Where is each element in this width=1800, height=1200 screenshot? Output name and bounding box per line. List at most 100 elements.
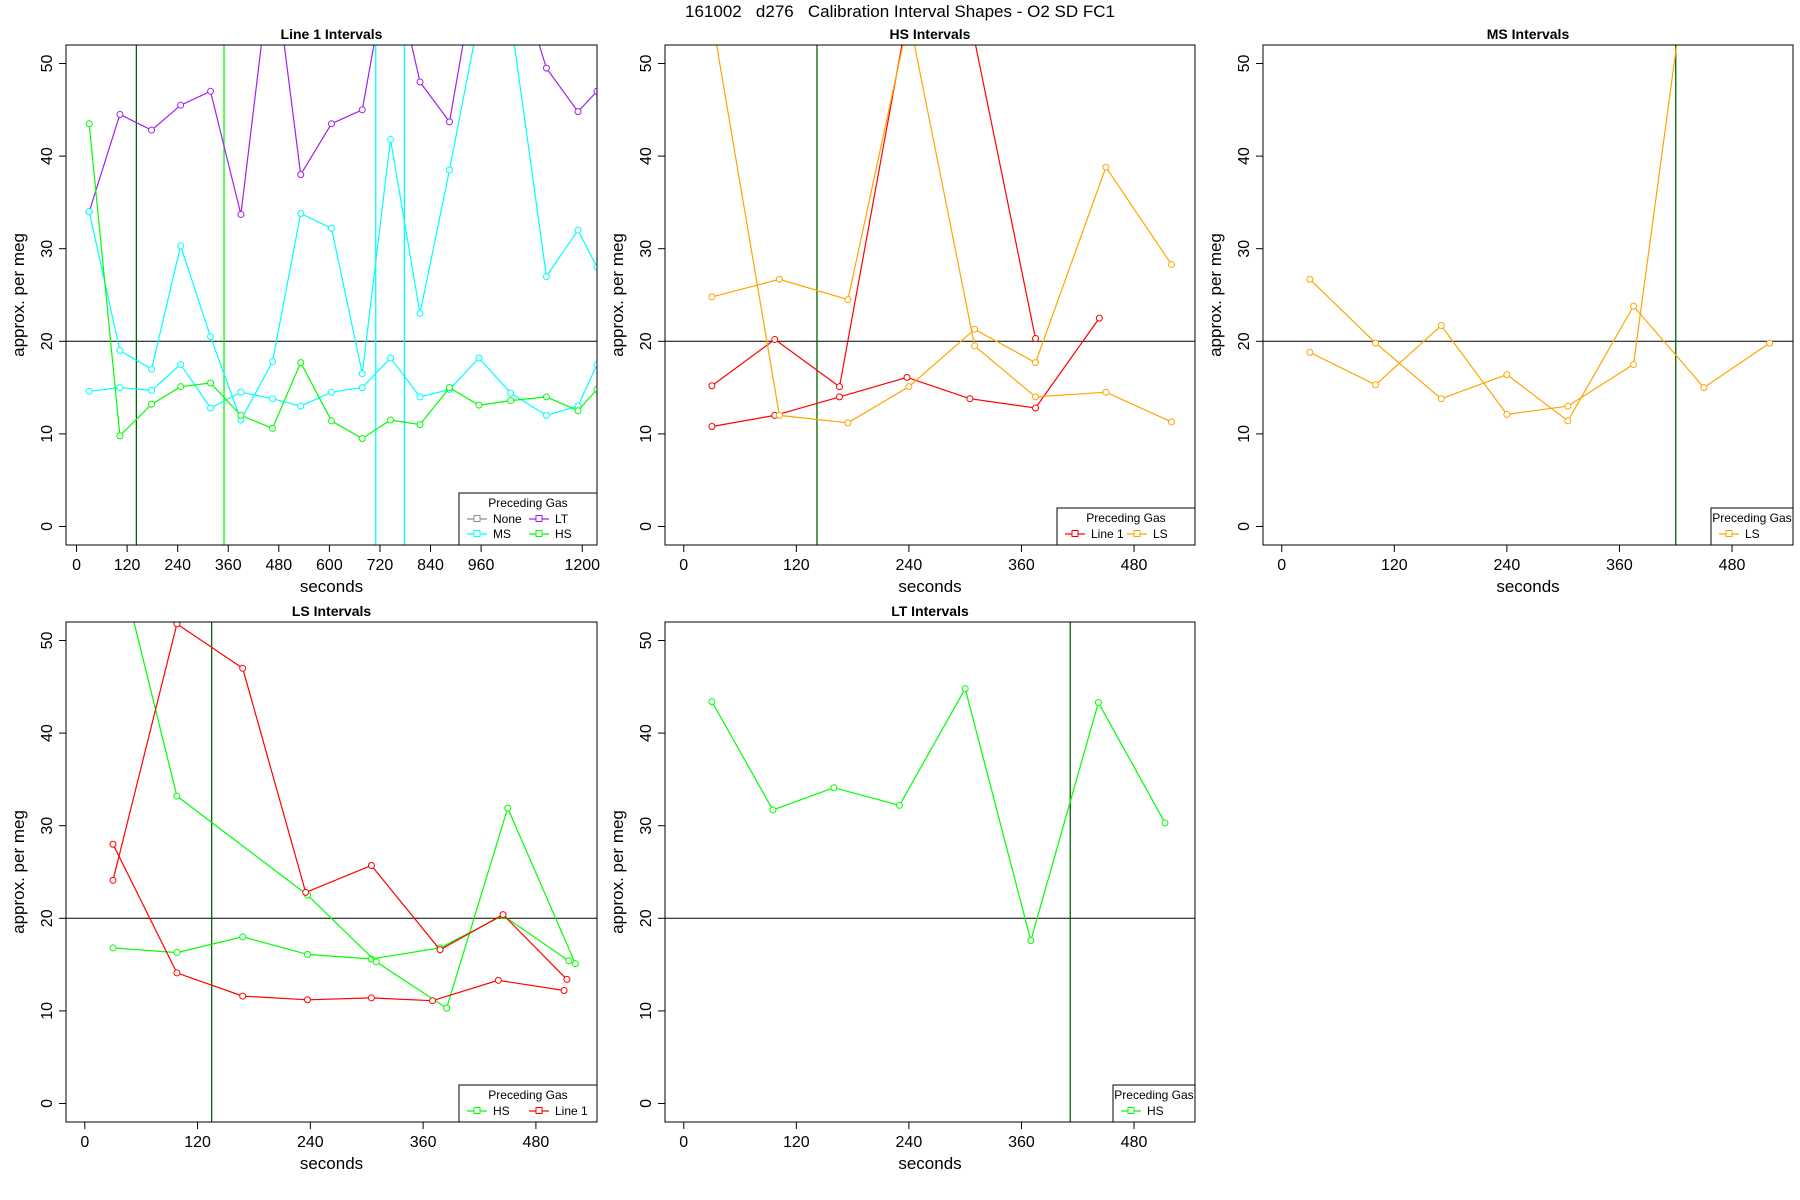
data-point <box>109 944 117 952</box>
data-point <box>904 14 910 20</box>
y-tick-label: 0 <box>638 1099 655 1108</box>
data-point <box>542 411 550 419</box>
series-line-line-1 <box>112 622 568 980</box>
plot-area <box>66 45 597 545</box>
data-point <box>563 975 571 983</box>
y-tick-label: 20 <box>638 909 655 927</box>
data-point <box>542 393 550 401</box>
data-point <box>416 421 424 429</box>
y-tick-label: 20 <box>1236 332 1253 350</box>
legend-title: Preceding Gas <box>1712 511 1791 525</box>
y-tick-label: 40 <box>39 147 56 165</box>
data-point <box>507 389 515 397</box>
data-point <box>173 792 181 800</box>
panel-title: MS Intervals <box>1487 26 1570 42</box>
data-point <box>709 14 715 20</box>
data-point <box>1027 937 1035 945</box>
y-tick-label: 50 <box>39 632 56 650</box>
y-axis-label: approx. per meg <box>608 233 627 357</box>
legend-swatch-marker <box>535 515 543 522</box>
legend-entry-label: Line 1 <box>555 1104 588 1118</box>
series-line-lt <box>88 45 597 215</box>
data-point <box>443 1004 451 1012</box>
data-point <box>574 226 582 234</box>
data-point <box>906 14 912 20</box>
x-axis-label: seconds <box>1496 577 1559 596</box>
x-tick-label: 0 <box>679 1134 688 1151</box>
y-tick-label: 10 <box>1236 425 1253 443</box>
data-point <box>116 384 124 392</box>
data-point <box>387 135 394 143</box>
plot-area <box>66 622 597 1122</box>
plot-area <box>1263 14 1793 545</box>
data-point <box>1094 699 1102 707</box>
y-tick-label: 10 <box>39 425 56 443</box>
x-tick-label: 240 <box>896 557 923 574</box>
data-point <box>507 397 515 405</box>
legend-swatch-marker <box>1133 530 1141 537</box>
y-tick-label: 30 <box>638 817 655 835</box>
plot-frame <box>65 44 598 546</box>
data-point <box>565 957 573 965</box>
panel-title: LS Intervals <box>292 603 372 619</box>
data-point <box>304 950 312 958</box>
data-point <box>1032 359 1040 367</box>
legend-entry-label: HS <box>555 527 572 541</box>
x-tick-label: 840 <box>417 557 444 574</box>
data-point <box>416 78 424 86</box>
x-axis-label: seconds <box>898 577 961 596</box>
data-point <box>436 946 444 954</box>
plot-frame <box>664 44 1196 546</box>
data-point <box>1168 418 1176 426</box>
x-tick-label: 240 <box>297 1134 324 1151</box>
data-point <box>542 272 550 280</box>
legend: Preceding Gas Line 1 LS <box>1056 507 1196 546</box>
y-tick-label: 20 <box>39 909 56 927</box>
data-point <box>1095 314 1103 322</box>
x-tick-label: 240 <box>1494 557 1521 574</box>
data-point <box>269 395 276 403</box>
legend-entry-label: MS <box>493 527 511 541</box>
data-point <box>830 784 838 792</box>
data-point <box>328 224 335 232</box>
y-tick-label: 0 <box>39 522 56 531</box>
data-point <box>1161 819 1169 827</box>
data-point <box>775 275 783 283</box>
data-point <box>177 242 185 250</box>
data-point <box>574 108 582 116</box>
series-line-ls <box>1309 45 1678 416</box>
data-point <box>1677 14 1683 20</box>
data-point <box>328 417 335 425</box>
data-point <box>1630 360 1638 368</box>
y-tick-label: 40 <box>1236 147 1253 165</box>
series-line-ls <box>711 45 1172 423</box>
data-point <box>593 87 597 95</box>
data-point <box>297 210 305 218</box>
data-point <box>542 64 550 72</box>
legend: Preceding Gas LS <box>1710 507 1794 546</box>
data-point <box>1032 335 1040 343</box>
data-point <box>494 976 502 984</box>
data-point <box>148 400 156 408</box>
data-point <box>148 126 156 134</box>
y-axis-label: approx. per meg <box>9 233 28 357</box>
x-tick-label: 360 <box>410 1134 437 1151</box>
data-point <box>177 360 185 368</box>
data-point <box>387 354 394 362</box>
data-point <box>1372 339 1380 347</box>
x-tick-label: 0 <box>1277 557 1286 574</box>
legend-title: Preceding Gas <box>1114 1088 1193 1102</box>
x-tick-label: 0 <box>72 557 81 574</box>
y-tick-label: 30 <box>39 240 56 258</box>
data-point <box>1372 381 1380 389</box>
y-axis-label: approx. per meg <box>9 810 28 934</box>
data-point <box>109 840 117 848</box>
panel-title: Line 1 Intervals <box>281 26 383 42</box>
data-point <box>1564 417 1572 425</box>
data-point <box>207 333 215 341</box>
data-point <box>328 388 335 396</box>
legend-entry-label: LS <box>1745 527 1760 541</box>
y-tick-label: 40 <box>638 147 655 165</box>
data-point <box>148 386 156 394</box>
